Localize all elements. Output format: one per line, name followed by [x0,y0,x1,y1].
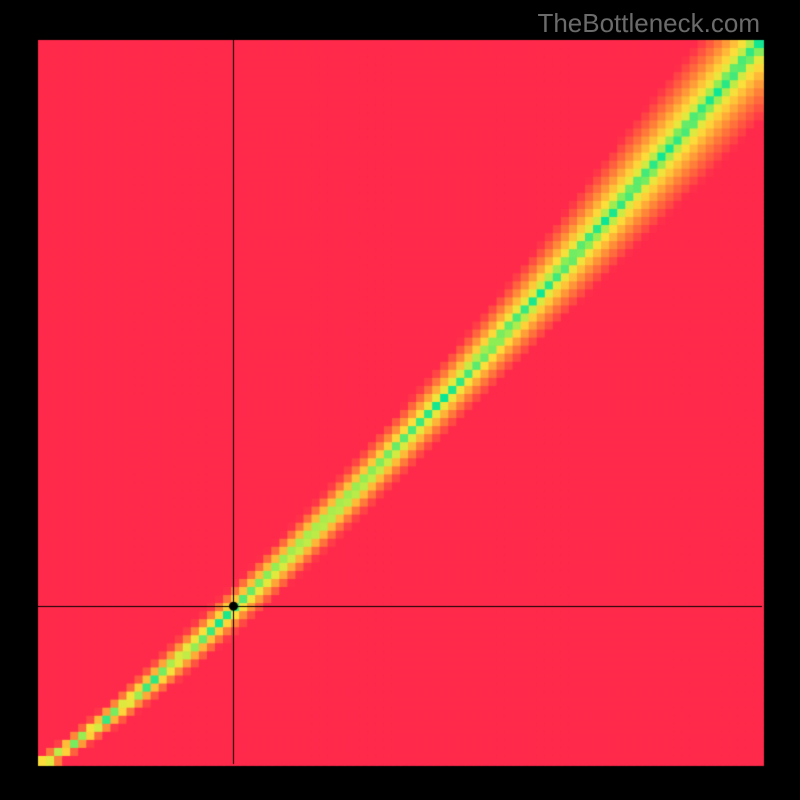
chart-container: TheBottleneck.com [0,0,800,800]
bottleneck-heatmap-canvas [0,0,800,800]
watermark-text: TheBottleneck.com [537,8,760,39]
